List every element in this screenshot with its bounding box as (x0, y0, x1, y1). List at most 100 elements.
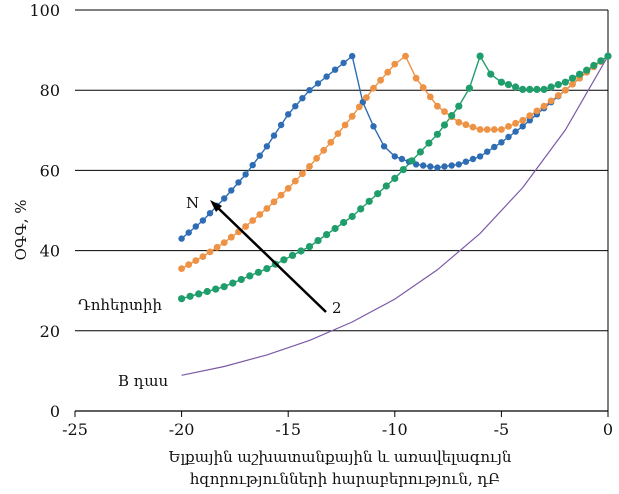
data-point-orange (277, 191, 285, 199)
series-line-blue (181, 54, 609, 240)
data-point-green (314, 237, 322, 245)
data-point-green (487, 70, 495, 78)
data-point-green (220, 283, 228, 291)
data-point-green (246, 272, 254, 280)
data-point-orange (434, 102, 441, 110)
data-point-green (590, 61, 598, 70)
data-point-orange (341, 121, 349, 129)
data-point-blue (512, 128, 519, 135)
data-point-green (331, 224, 339, 233)
data-point-green (203, 287, 211, 296)
data-point-orange (327, 138, 335, 146)
data-point-green (229, 279, 237, 287)
data-point-orange (554, 92, 562, 99)
data-point-green (511, 83, 520, 91)
data-point-blue (185, 229, 192, 236)
series-line-orange (181, 55, 609, 270)
data-point-green (195, 290, 203, 298)
data-point-orange (227, 233, 235, 241)
data-point-green (237, 275, 245, 284)
data-point-green (374, 190, 382, 198)
data-point-orange (391, 60, 399, 68)
data-point-orange (270, 198, 278, 206)
data-point-orange (569, 80, 576, 88)
data-point-orange (199, 253, 207, 260)
data-point-green (425, 139, 433, 147)
two-label: 2 (332, 299, 342, 317)
data-point-green (263, 265, 271, 273)
data-point-green (288, 251, 297, 259)
data-point-orange (412, 74, 420, 82)
data-point-orange (402, 52, 409, 60)
data-point-orange (242, 223, 250, 230)
x-tick-label: -20 (169, 420, 195, 439)
data-point-orange (419, 84, 427, 91)
data-point-green (448, 112, 456, 120)
data-point-blue (380, 143, 388, 150)
data-point-green (280, 256, 288, 264)
data-point-blue (249, 161, 256, 169)
data-point-green (576, 70, 584, 78)
x-tick-label: -25 (62, 420, 88, 439)
data-point-orange (178, 265, 186, 272)
data-point-blue (441, 163, 448, 170)
data-point-blue (306, 87, 313, 94)
data-point-green (178, 295, 186, 303)
data-point-orange (377, 76, 384, 84)
y-tick-label: 60 (40, 161, 60, 180)
data-point-blue (498, 139, 505, 146)
data-point-orange (355, 103, 363, 111)
data-point-blue (256, 152, 263, 159)
y-tick-labels: 0 20 40 60 80 100 (29, 1, 60, 421)
data-point-green (504, 81, 513, 89)
data-point-blue (299, 95, 306, 102)
data-point-blue (314, 80, 322, 87)
data-point-blue (462, 158, 470, 165)
data-point-blue (448, 162, 455, 169)
data-point-orange (505, 123, 512, 130)
data-point-green (554, 81, 562, 89)
arrow-head (210, 200, 222, 212)
classb-label: B դաս (118, 372, 168, 390)
data-point-orange (206, 248, 214, 256)
data-point-blue (340, 59, 347, 67)
data-point-green (340, 218, 348, 227)
data-point-orange (547, 97, 555, 105)
data-point-orange (348, 112, 356, 120)
data-point-green (476, 52, 484, 60)
data-point-green (382, 182, 390, 190)
data-point-green (583, 66, 591, 74)
data-point-orange (256, 211, 264, 218)
data-point-blue (434, 164, 441, 171)
data-point-green (497, 78, 505, 86)
arrow-line (215, 205, 327, 313)
data-point-orange (306, 163, 313, 170)
data-point-green (254, 268, 262, 276)
data-point-orange (384, 68, 392, 76)
data-point-green (519, 85, 527, 93)
data-point-blue (235, 179, 242, 186)
data-point-orange (185, 261, 193, 268)
data-point-blue (228, 187, 235, 194)
data-point-blue (391, 153, 398, 160)
data-point-green (561, 78, 570, 86)
y-tick-label: 40 (40, 242, 60, 261)
data-point-orange (512, 119, 519, 127)
data-point-green (540, 85, 548, 93)
data-point-orange (192, 257, 200, 264)
data-point-blue (331, 66, 339, 73)
data-point-blue (398, 155, 406, 163)
data-point-orange (299, 170, 306, 178)
arrow-annotation (210, 200, 327, 313)
x-tick-label: -5 (494, 420, 510, 439)
data-point-green (568, 74, 577, 82)
data-point-blue (221, 195, 228, 202)
x-axis-title-line2: հզորությունների հարաբերություն, դԲ (190, 470, 500, 488)
y-tick-label: 20 (40, 322, 60, 341)
x-tick-label: 0 (603, 420, 613, 439)
data-point-blue (427, 163, 434, 170)
data-point-blue (323, 73, 330, 80)
data-point-blue (178, 235, 185, 242)
data-point-blue (263, 143, 271, 150)
